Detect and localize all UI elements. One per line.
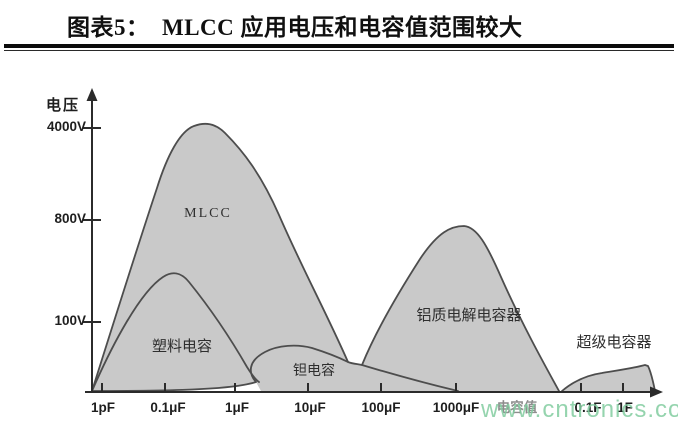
supercap-outline: [561, 364, 656, 392]
y-axis-title: 电压: [46, 97, 81, 114]
title-divider-thin: [4, 50, 674, 51]
watermark-text: www.cntronics.com: [481, 396, 678, 423]
x-tick-label-1uf: 1μF: [224, 400, 250, 415]
x-axis-arrow-icon: [650, 386, 663, 398]
x-axis-title: 电容值: [496, 400, 538, 415]
x-tick-label-1pf: 1pF: [90, 400, 116, 415]
x-tick-label-0p1uf: 0.1μF: [150, 400, 186, 415]
mlcc-outline: [91, 122, 349, 392]
y-tick-label-800v: 800V: [54, 211, 86, 226]
y-axis-arrow-icon: [86, 88, 98, 101]
y-tick-label-4000v: 4000V: [46, 119, 86, 134]
aluminum-outline: [361, 225, 560, 392]
mlcc-region: [92, 123, 348, 391]
y-tick-label-100v: 100V: [54, 313, 86, 328]
region-label-aluminum: 铝质电解电容器: [416, 308, 522, 324]
region-label-plastic: 塑料电容: [151, 339, 213, 355]
x-tick-label-1f: 1F: [617, 400, 633, 415]
x-tick-label-0p1f: 0.1F: [574, 400, 602, 415]
chart-canvas: [83, 88, 663, 398]
aluminum-region: [362, 226, 559, 391]
plastic-outline: [91, 272, 260, 392]
region-label-supercap: 超级电容器: [576, 335, 652, 351]
supercap-region: [562, 365, 655, 391]
x-tick-label-1000uf: 1000μF: [432, 400, 480, 415]
region-label-mlcc: MLCC: [184, 206, 232, 221]
region-label-tantalum: 钽电容: [293, 364, 335, 379]
x-tick-label-10uf: 10μF: [294, 400, 326, 415]
x-tick-label-100uf: 100μF: [361, 400, 401, 415]
chart-area: 电压 4000V 800V 100V 1pF 0.1μF 1μF 10μF 10…: [0, 54, 678, 433]
title-divider-thick: [4, 44, 674, 48]
figure-title: 图表5： MLCC 应用电压和电容值范围较大: [67, 15, 523, 40]
